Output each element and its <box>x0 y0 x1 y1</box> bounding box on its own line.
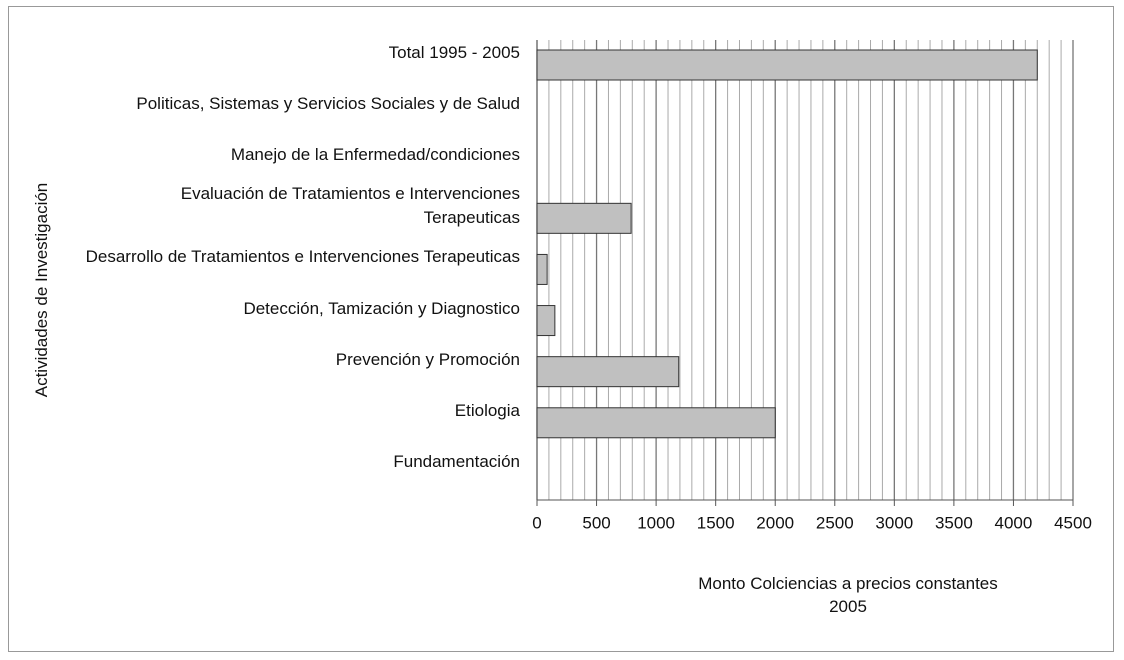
bar <box>536 407 776 439</box>
bar <box>536 49 1038 81</box>
y-tick-label: Etiologia <box>80 386 520 436</box>
category-label: Desarrollo de Tratamientos e Intervencio… <box>85 247 520 267</box>
category-label: Evaluación de Tratamientos e Intervencio… <box>180 184 520 228</box>
y-tick-label: Total 1995 - 2005 <box>80 28 520 78</box>
bar <box>536 253 548 285</box>
category-label: Total 1995 - 2005 <box>388 43 520 62</box>
y-tick-label: Detección, Tamización y Diagnostico <box>80 284 520 334</box>
y-tick-label: Fundamentación <box>80 437 520 487</box>
x-tick-label: 4000 <box>995 513 1033 532</box>
x-tick-label: 500 <box>582 513 610 532</box>
category-label: Manejo de la Enfermedad/condiciones <box>230 145 520 165</box>
bar <box>536 356 680 388</box>
x-tick-label: 2000 <box>756 513 794 532</box>
bar <box>536 305 556 337</box>
y-tick-label: Desarrollo de Tratamientos e Intervencio… <box>80 232 520 282</box>
x-tick-label: 2500 <box>816 513 854 532</box>
x-axis-title: Monto Colciencias a precios constantes 2… <box>698 574 998 616</box>
x-tick-label: 0 <box>532 513 541 532</box>
x-tick-label: 1000 <box>637 513 675 532</box>
y-tick-label: Politicas, Sistemas y Servicios Sociales… <box>80 79 520 129</box>
x-tick-label: 4500 <box>1054 513 1092 532</box>
frame <box>8 6 1114 652</box>
category-label: Prevención y Promoción <box>335 349 520 369</box>
category-label: Fundamentación <box>393 451 520 471</box>
bar <box>536 202 632 234</box>
y-tick-label: Evaluación de Tratamientos e Intervencio… <box>80 181 520 231</box>
y-tick-label: Prevención y Promoción <box>80 335 520 385</box>
x-tick-label: 1500 <box>697 513 735 532</box>
y-tick-label: Manejo de la Enfermedad/condiciones <box>80 130 520 180</box>
x-tick-label: 3000 <box>875 513 913 532</box>
category-label: Etiologia <box>454 400 520 420</box>
category-label: Detección, Tamización y Diagnostico <box>243 298 520 318</box>
category-label: Politicas, Sistemas y Servicios Sociales… <box>136 94 520 114</box>
x-tick-label: 3500 <box>935 513 973 532</box>
